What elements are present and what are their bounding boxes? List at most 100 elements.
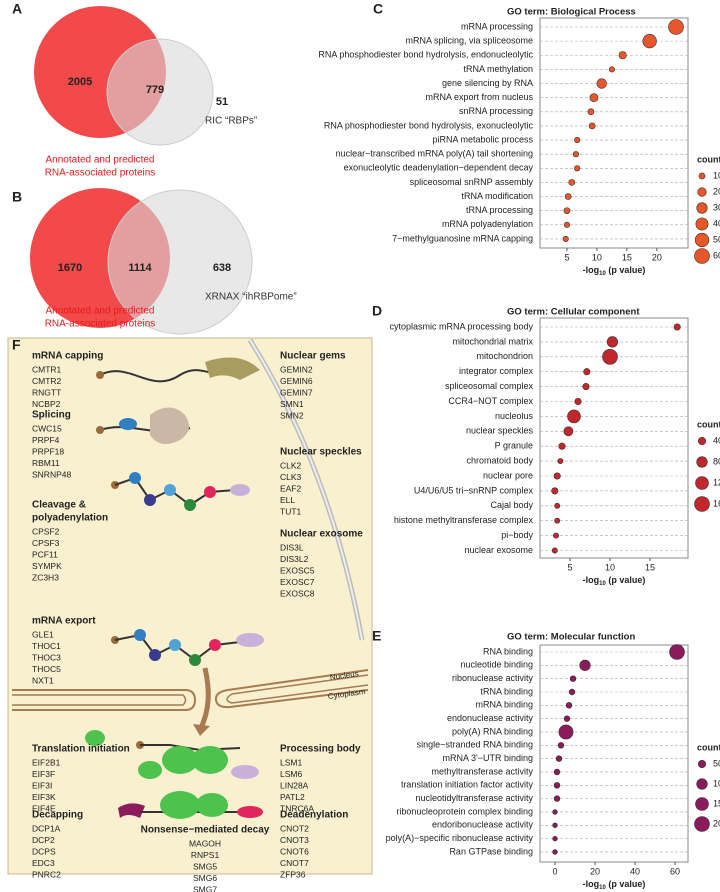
category-label: Cajal body [490, 500, 533, 510]
dot [574, 137, 581, 144]
dot [618, 51, 627, 60]
protein-name: EXOSC8 [280, 588, 315, 598]
x-axis-label-main: -log [583, 879, 600, 889]
protein-name: EIF3F [32, 769, 55, 779]
dot [551, 487, 559, 495]
protein-name: TUT1 [280, 506, 302, 516]
dot [589, 93, 599, 103]
group-title: Cleavage & [32, 500, 86, 511]
protein-name: CNOT6 [280, 846, 309, 856]
size-legend-dot [694, 248, 710, 264]
protein-name: CMTR2 [32, 376, 62, 386]
category-label: 7−methylguanosine mRNA capping [392, 233, 533, 243]
group-title: mRNA export [32, 616, 96, 627]
dot [596, 78, 607, 89]
size-legend-title: count [697, 742, 720, 752]
venn-set-b [107, 189, 253, 335]
panel-letter: F [12, 337, 21, 353]
category-label: nucleolus [495, 411, 534, 421]
category-label: mRNA polyadenylation [442, 219, 533, 229]
venn-count: 2005 [68, 76, 92, 88]
protein-name: SMN2 [280, 410, 304, 420]
size-legend-label: 50 [713, 758, 720, 768]
category-label: nuclear exosome [464, 545, 533, 555]
protein-name: TNRC6A [280, 803, 314, 813]
x-axis-label: -log10 (p value) [583, 265, 646, 276]
protein-name: PRPF18 [32, 446, 64, 456]
protein-name: LSM6 [280, 769, 302, 779]
size-legend-dot [694, 232, 710, 248]
venn-set-a-label: RNA-associated proteins [45, 168, 156, 179]
x-tick-label: 10 [592, 252, 602, 262]
protein-name: GEMIN7 [280, 387, 313, 397]
venn-count: 779 [146, 84, 164, 96]
dot [579, 659, 591, 671]
plot-area [539, 644, 689, 863]
dot [569, 675, 577, 682]
category-label: integrator complex [459, 366, 534, 376]
size-legend-label: 160 [713, 498, 720, 508]
x-axis-label-end: (p value) [606, 265, 646, 275]
category-label: single−stranded RNA binding [417, 740, 533, 750]
protein-name: CWC15 [32, 423, 62, 433]
protein-name: EAF2 [280, 483, 302, 493]
dot [563, 426, 574, 437]
category-label: gene silencing by RNA [442, 78, 533, 88]
dot [553, 768, 561, 776]
size-legend-title: count [697, 419, 720, 429]
category-label: Ran GTPase binding [449, 846, 533, 856]
x-axis-label: -log10 (p value) [583, 575, 646, 586]
category-label: pi−body [501, 530, 533, 540]
category-label: nucleotide binding [460, 660, 533, 670]
dot [557, 458, 564, 465]
size-legend-label: 150 [713, 798, 720, 808]
size-legend-label: 10 [713, 170, 720, 180]
category-label: poly(A)−specific ribonuclease activity [386, 833, 534, 843]
category-label: endonuclease activity [447, 713, 534, 723]
protein-name: CNOT3 [280, 835, 309, 845]
x-axis-label-sub: 10 [599, 271, 606, 277]
x-tick-label: 15 [645, 562, 655, 572]
category-label: mRNA binding [475, 700, 533, 710]
category-label: chromatoid body [466, 455, 533, 465]
size-legend-label: 60 [713, 250, 720, 260]
protein-name: CMTR1 [32, 364, 62, 374]
dot [552, 822, 558, 828]
category-label: P granule [495, 441, 533, 451]
category-label: methyltransferase activity [431, 766, 533, 776]
category-label: mRNA 3'−UTR binding [442, 753, 533, 763]
chart-title: GO term: Cellular component [507, 307, 640, 318]
size-legend-label: 50 [713, 234, 720, 244]
category-label: nuclear−transcribed mRNA poly(A) tail sh… [336, 149, 533, 159]
size-legend-dot [695, 476, 709, 490]
x-axis-label-sub: 10 [599, 885, 606, 891]
dot [668, 19, 684, 35]
protein-name: EDC3 [32, 858, 55, 868]
chart-title: GO term: Biological Process [507, 7, 636, 18]
group-title: Translation initiation [32, 744, 130, 755]
category-label: CCR4−NOT complex [448, 396, 533, 406]
size-legend-dot [696, 778, 708, 790]
x-tick-label: 15 [622, 252, 632, 262]
size-legend-label: 200 [713, 818, 720, 828]
protein-name: LSM1 [280, 757, 302, 767]
size-legend-dot [697, 759, 707, 769]
dot [557, 742, 565, 749]
x-axis-label-end: (p value) [606, 879, 646, 889]
dot [642, 33, 657, 49]
x-axis-label-sub: 10 [599, 581, 606, 587]
dot [553, 782, 561, 789]
protein-name: PCF11 [32, 549, 58, 559]
compartment-label: Nucleus [329, 669, 359, 682]
protein-name: EXOSC5 [280, 565, 315, 575]
x-tick-label: 20 [652, 252, 662, 262]
category-label: U4/U6/U5 tri−snRNP complex [414, 485, 534, 495]
diagram-background [7, 337, 373, 875]
size-legend-title: count [697, 154, 720, 164]
category-label: tRNA binding [480, 686, 533, 696]
category-label: tRNA modification [461, 191, 533, 201]
protein-name: PNRC2 [32, 869, 61, 879]
protein-name: SMG7 [193, 884, 217, 892]
x-axis-label: -log10 (p value) [583, 879, 646, 890]
